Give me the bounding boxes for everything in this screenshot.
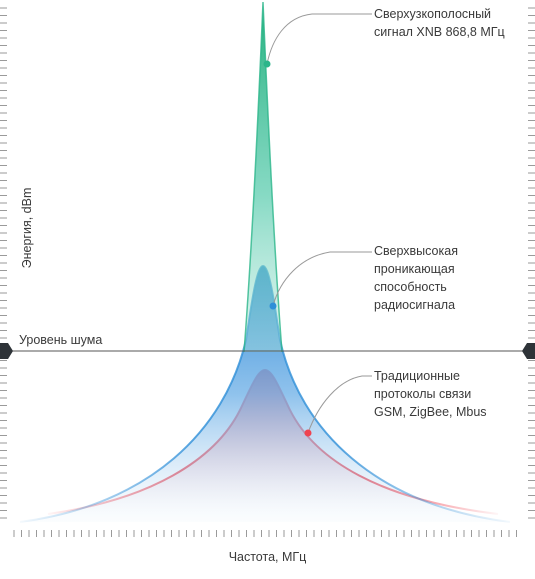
traditional-callout-dot <box>304 429 312 437</box>
traditional-label-line-3: GSM, ZigBee, Mbus <box>374 405 487 419</box>
penetration-signal-area <box>20 266 510 522</box>
xnb-callout-line <box>266 13 372 65</box>
noise-marker-left <box>0 343 13 359</box>
penetration-label-line-4: радиосигнала <box>374 298 456 312</box>
x-axis-label: Частота, МГц <box>228 550 307 564</box>
x-axis-ticks <box>13 530 517 537</box>
noise-marker-right <box>522 343 535 359</box>
penetration-label: Сверхвысокая проникающая способность рад… <box>374 242 458 314</box>
y-axis-ticks-right <box>528 7 535 519</box>
y-axis-label: Энергия, dBm <box>20 187 34 269</box>
traditional-protocols-label: Традиционные протоколы связи GSM, ZigBee… <box>374 367 487 421</box>
penetration-callout-dot <box>269 302 277 310</box>
penetration-label-line-2: проникающая <box>374 262 455 276</box>
xnb-signal-curve <box>243 1 283 353</box>
traditional-label-line-1: Традиционные <box>374 369 460 383</box>
xnb-label-line-2: сигнал XNB 868,8 МГц <box>374 25 505 39</box>
penetration-label-line-1: Сверхвысокая <box>374 244 458 258</box>
traditional-callout-line <box>307 375 372 434</box>
xnb-signal-area <box>244 2 282 352</box>
traditional-label-line-2: протоколы связи <box>374 387 472 401</box>
noise-level-label: Уровень шума <box>19 333 103 347</box>
penetration-label-line-3: способность <box>374 280 447 294</box>
xnb-label-line-1: Сверхузкополосный <box>374 7 492 21</box>
xnb-callout-dot <box>263 60 271 68</box>
xnb-signal-label: Сверхузкополосный сигнал XNB 868,8 МГц <box>374 5 505 41</box>
penetration-callout-line <box>272 251 372 307</box>
y-axis-ticks <box>0 7 7 519</box>
